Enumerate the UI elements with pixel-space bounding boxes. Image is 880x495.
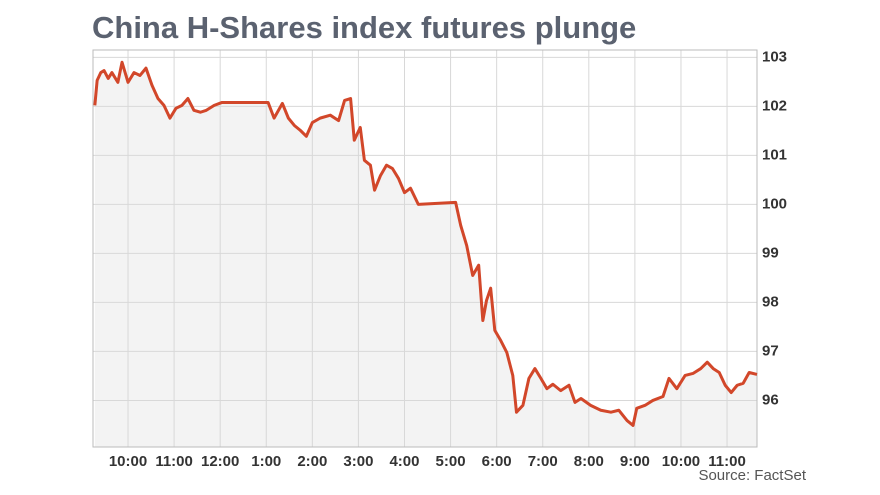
x-tick-label: 8:00 [574,453,604,470]
x-tick-label: 11:00 [708,453,746,470]
x-tick-label: 2:00 [297,453,327,470]
x-tick-label: 7:00 [528,453,558,470]
x-tick-label: 12:00 [201,453,239,470]
line [93,60,758,427]
source: Source: FactSet [698,467,806,484]
y-tick-label: 98 [762,293,779,310]
y-tick-label: 96 [762,391,779,408]
x-tick-label: 10:00 [662,453,700,470]
x-tick-label: 11:00 [155,453,193,470]
y-tick-label: 97 [762,342,779,359]
plot-frame [92,49,758,448]
y-tick-label: 101 [762,146,787,163]
x-tick-label: 4:00 [389,453,419,470]
y-tick-label: 102 [762,97,787,114]
y-tick-label: 100 [762,195,787,212]
chart-title: China H-Shares index futures plunge [92,10,636,45]
y-tick-label: 103 [762,48,787,65]
x-tick-label: 3:00 [343,453,373,470]
x-tick-label: 6:00 [482,453,512,470]
x-tick-label: 9:00 [620,453,650,470]
x-tick-label: 5:00 [436,453,466,470]
area-fill [94,62,758,448]
y-tick-label: 99 [762,244,779,261]
x-tick-label: 10:00 [109,453,147,470]
x-tick-label: 1:00 [251,453,281,470]
